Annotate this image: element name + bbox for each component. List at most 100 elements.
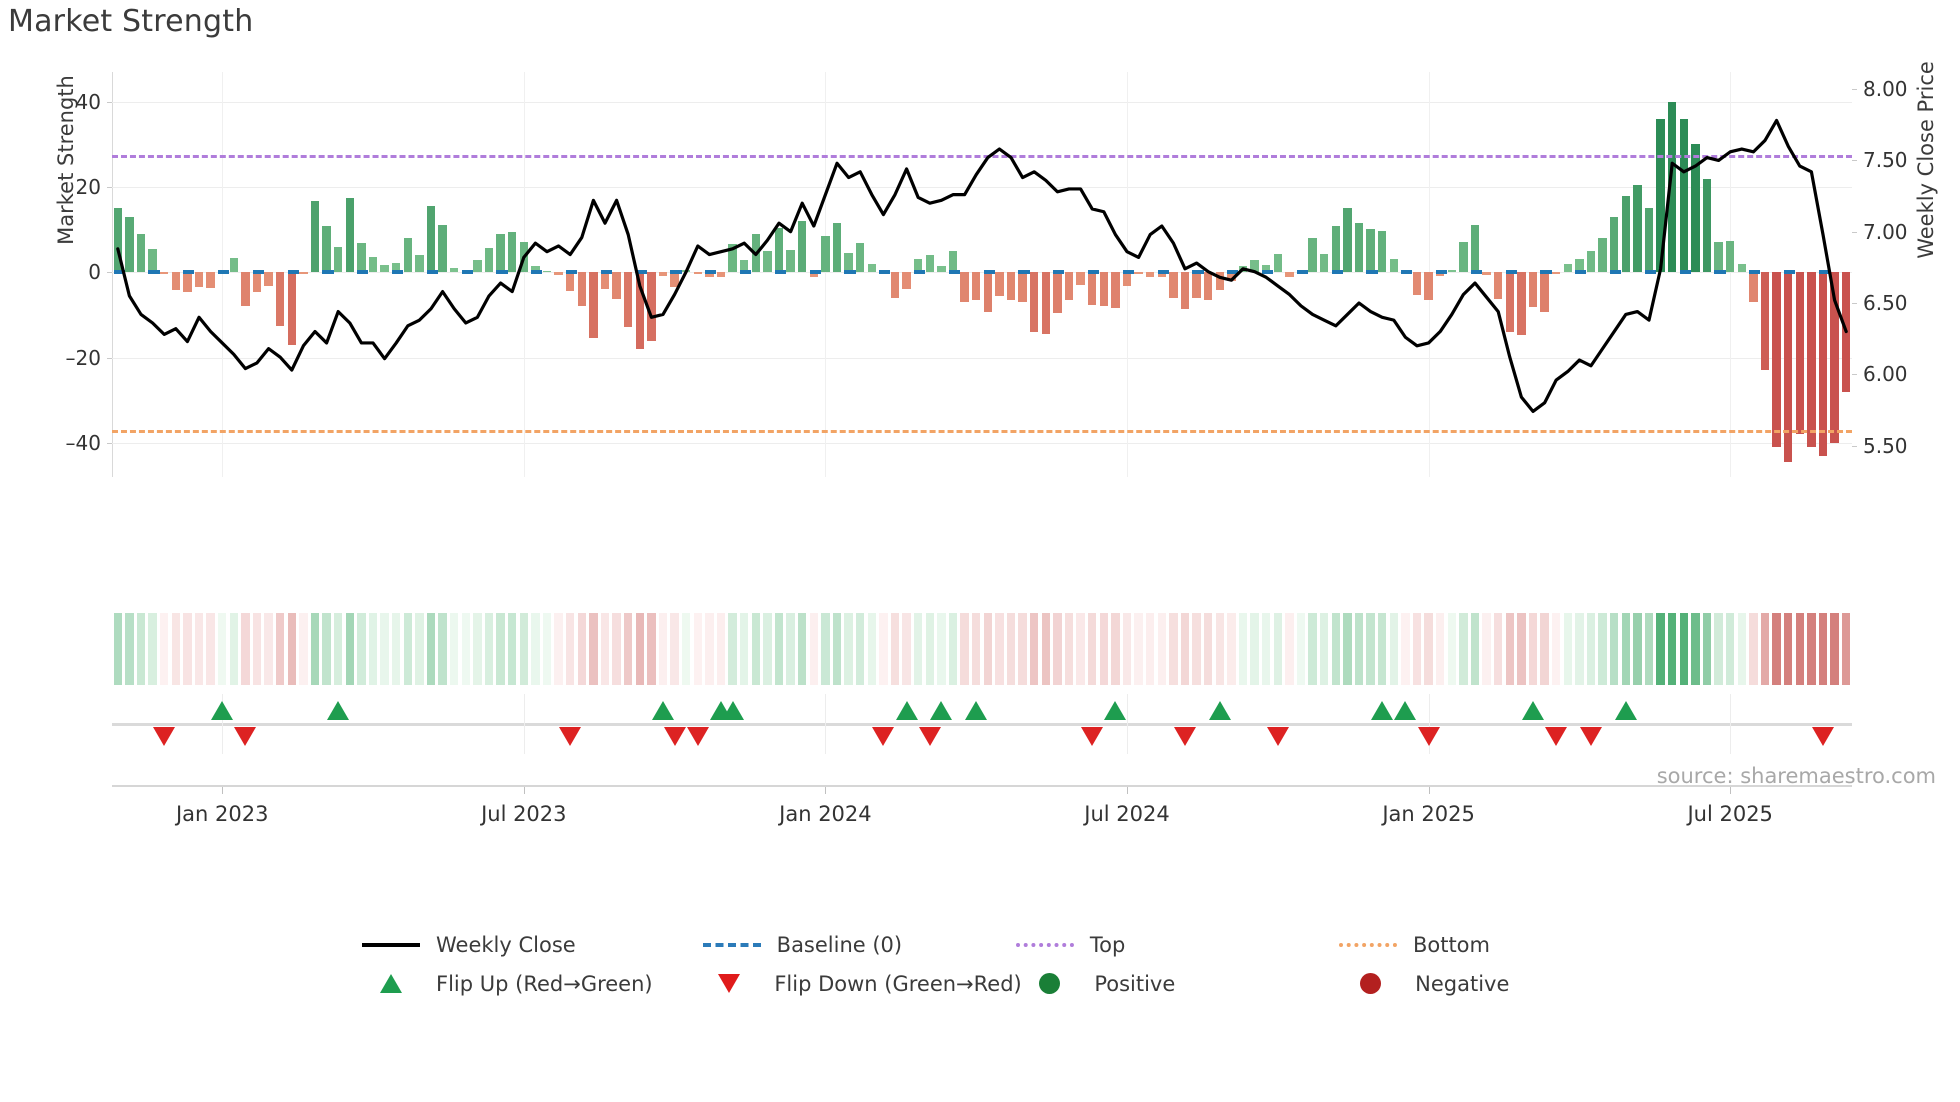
baseline-segment xyxy=(531,270,543,275)
strength-bar xyxy=(1099,272,1108,307)
triangle-down-icon xyxy=(718,974,741,993)
strength-bar xyxy=(183,272,192,292)
strength-bar xyxy=(1772,272,1781,448)
strength-bar xyxy=(1784,272,1793,463)
heatmap-cell xyxy=(1238,613,1248,685)
x-tick-label: Jul 2024 xyxy=(1084,802,1170,826)
strength-bar xyxy=(1192,272,1201,298)
baseline-segment xyxy=(809,270,821,275)
heatmap-cell xyxy=(1772,613,1781,685)
heatmap-cell xyxy=(670,613,679,685)
strength-bar xyxy=(670,272,679,287)
baseline-segment xyxy=(148,270,160,275)
left-spine xyxy=(112,72,113,477)
baseline-segment xyxy=(357,270,369,275)
flip-down-marker xyxy=(559,727,582,746)
strength-bar xyxy=(1227,272,1236,281)
strength-bars xyxy=(112,72,1852,477)
flip-up-marker xyxy=(1394,701,1417,720)
strength-bar xyxy=(983,272,992,313)
line-dashed-icon xyxy=(702,942,761,947)
legend-item[interactable]: Negative xyxy=(1339,972,1660,996)
strength-bar xyxy=(832,223,842,273)
heatmap-cell xyxy=(1320,613,1329,685)
legend-label: Bottom xyxy=(1412,932,1490,957)
flip-up-marker xyxy=(965,701,988,720)
heatmap-cell xyxy=(171,613,180,685)
gridline-y xyxy=(112,272,1852,274)
heatmap-cell xyxy=(461,613,470,685)
heatmap-cell xyxy=(658,613,668,685)
baseline-segment xyxy=(774,270,787,275)
legend-key xyxy=(1339,973,1401,994)
heatmap-cell xyxy=(310,613,320,685)
legend-label: Weekly Close xyxy=(436,932,576,957)
strength-bar xyxy=(1470,225,1480,273)
circle-icon xyxy=(1359,973,1381,994)
baseline-segment xyxy=(635,270,647,275)
baseline-segment xyxy=(1401,270,1413,275)
strength-bar xyxy=(554,272,563,275)
legend-item[interactable]: Weekly Close xyxy=(360,933,701,957)
heatmap-cell xyxy=(856,613,865,685)
strength-bar xyxy=(693,272,702,275)
baseline-segment xyxy=(670,270,682,275)
strength-bar xyxy=(1076,272,1085,286)
heatmap-cell xyxy=(879,613,888,685)
strength-bar xyxy=(160,272,169,275)
strength-bar xyxy=(1563,263,1572,273)
heatmap-cell xyxy=(1412,613,1422,685)
baseline-segment xyxy=(1436,270,1448,275)
legend-item[interactable]: Positive xyxy=(1018,972,1339,996)
flip-down-marker xyxy=(1812,727,1834,746)
flip-down-marker xyxy=(872,727,895,746)
heatmap-cell xyxy=(1459,613,1468,685)
heatmap-cell xyxy=(1343,613,1352,685)
strength-bar xyxy=(264,272,273,286)
flip-up-marker xyxy=(1104,701,1127,720)
legend-row-1: Weekly Close Baseline (0) Top Bottom xyxy=(360,925,1660,964)
heatmap-cell xyxy=(1134,613,1143,685)
strength-bar xyxy=(1018,272,1027,303)
heatmap-cell xyxy=(125,613,134,685)
y-axis-right-label: Weekly Close Price xyxy=(1914,61,1938,259)
strength-bar xyxy=(1760,272,1770,371)
heatmap-cell xyxy=(113,613,122,685)
heatmap-cell xyxy=(624,613,633,685)
main-plot-panel: 40 20 0 –20 –40 8.00 7.50 7.00 6.50 6.00 5.50 xyxy=(66,72,1908,477)
heatmap-cell xyxy=(484,613,494,685)
flip-down-marker xyxy=(234,727,257,746)
heatmap-cell xyxy=(264,613,273,685)
strength-bar xyxy=(948,251,958,273)
strength-bar xyxy=(1702,178,1712,273)
strength-bar xyxy=(1215,272,1224,291)
legend-key xyxy=(360,942,422,947)
strength-bar xyxy=(937,265,946,273)
legend-item[interactable]: Flip Up (Red→Green) xyxy=(360,972,698,996)
baseline-segment xyxy=(1644,270,1657,275)
heatmap-cell xyxy=(229,613,238,685)
strength-bar xyxy=(125,216,134,273)
heatmap-cell xyxy=(1691,613,1700,685)
strength-bar xyxy=(1482,272,1491,275)
strength-bar xyxy=(1656,118,1665,273)
heatmap-cell xyxy=(299,613,308,685)
legend-item[interactable]: Bottom xyxy=(1337,933,1660,957)
heatmap-cell xyxy=(1714,613,1723,685)
gridline-y xyxy=(112,442,1852,444)
heatmap-cell xyxy=(1331,613,1340,685)
heatmap-cell xyxy=(183,613,192,685)
baseline-segment xyxy=(1192,270,1204,275)
heatmap-cell xyxy=(1389,613,1398,685)
legend-item[interactable]: Top xyxy=(1014,933,1337,957)
strength-bar xyxy=(368,257,378,273)
heatmap-cell xyxy=(821,613,830,685)
strength-bar xyxy=(763,251,772,273)
strength-bar xyxy=(1598,238,1607,273)
legend-item[interactable]: Flip Down (Green→Red) xyxy=(698,972,1022,996)
legend-item[interactable]: Baseline (0) xyxy=(701,933,1014,957)
heatmap-cell xyxy=(438,613,447,685)
x-tick-label: Jan 2023 xyxy=(175,802,269,826)
strength-bar xyxy=(1064,272,1074,300)
heatmap-cell xyxy=(392,613,401,685)
